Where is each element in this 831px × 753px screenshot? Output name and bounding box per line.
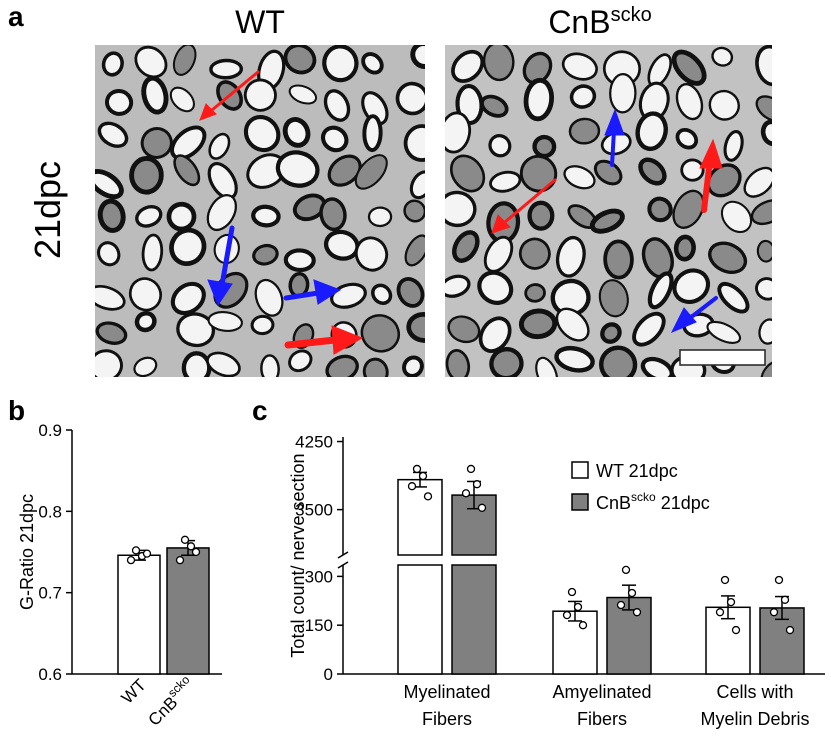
data-point — [126, 555, 136, 565]
data-point — [418, 471, 428, 481]
data-point — [412, 464, 422, 474]
bar — [166, 547, 210, 675]
data-point — [769, 608, 779, 617]
y-tick-label: 0.6 — [38, 665, 62, 684]
panel-label: b — [8, 395, 25, 426]
x-tick-label: Myelin Debris — [700, 709, 809, 729]
column-title: WT — [235, 4, 285, 40]
data-point — [423, 492, 433, 501]
y-axis-label: Total count/ nerve section — [288, 453, 308, 657]
data-point — [142, 549, 152, 558]
data-point — [461, 489, 471, 498]
x-tick-label: Amyelinated — [552, 682, 651, 702]
data-point — [578, 621, 588, 630]
scale-bar — [679, 349, 766, 366]
x-tick-label: WT — [118, 675, 150, 707]
panel-label: a — [8, 1, 24, 32]
data-point — [726, 597, 736, 607]
data-point — [191, 547, 201, 557]
data-point — [562, 610, 572, 620]
data-point — [573, 602, 583, 612]
bar — [451, 564, 497, 675]
x-tick-label: Fibers — [577, 709, 627, 729]
data-point — [472, 480, 482, 489]
data-point — [616, 600, 626, 610]
data-point — [175, 555, 185, 565]
data-point — [731, 625, 741, 635]
data-point — [627, 588, 637, 598]
data-point — [774, 575, 784, 585]
x-tick-label: CnBscko — [142, 672, 199, 729]
y-tick-label: 4250 — [295, 433, 333, 452]
legend-label: CnBscko 21dpc — [596, 490, 710, 513]
bar — [397, 478, 443, 556]
data-point — [720, 575, 730, 585]
bar — [397, 564, 443, 675]
axis-break — [337, 551, 349, 559]
legend-label: WT 21dpc — [596, 461, 678, 481]
x-tick-label: Myelinated — [403, 682, 490, 702]
arrows — [199, 70, 723, 355]
data-point — [477, 503, 487, 512]
y-tick-label: 0.8 — [38, 502, 62, 521]
panel-label: c — [252, 395, 268, 426]
y-tick-label: 300 — [305, 567, 333, 586]
data-point — [621, 565, 631, 575]
data-point — [780, 595, 790, 604]
x-tick-label: Fibers — [422, 709, 472, 729]
data-point — [186, 542, 196, 551]
micrograph — [95, 45, 425, 377]
micrograph — [445, 45, 772, 377]
y-tick-label: 3500 — [295, 501, 333, 520]
data-point — [715, 608, 725, 617]
data-point — [785, 625, 795, 635]
legend-swatch — [571, 461, 589, 479]
axis-break — [337, 561, 349, 569]
bar — [117, 554, 161, 675]
x-tick-label: Cells with — [716, 682, 793, 702]
data-point — [466, 464, 476, 474]
data-point — [407, 482, 417, 491]
column-title: CnBscko — [548, 4, 651, 40]
row-label: 21dpc — [27, 161, 68, 259]
data-point — [567, 587, 577, 597]
data-point — [131, 546, 141, 555]
y-tick-label: 0.9 — [38, 421, 62, 440]
y-tick-label: 150 — [305, 616, 333, 635]
legend-swatch — [571, 493, 589, 511]
data-point — [632, 608, 642, 617]
y-axis-label: G-Ratio 21dpc — [17, 494, 37, 610]
y-tick-label: 0.7 — [38, 584, 62, 603]
data-point — [180, 535, 190, 544]
y-tick-label: 0 — [324, 665, 333, 684]
